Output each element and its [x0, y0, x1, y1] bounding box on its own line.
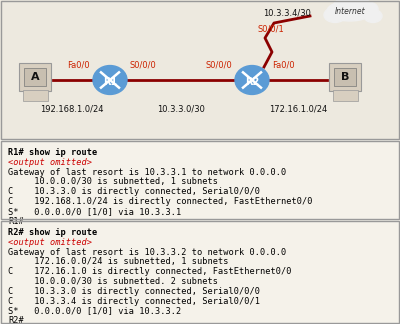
Text: 10.3.3.0/30: 10.3.3.0/30 [157, 104, 205, 113]
Text: C    10.3.3.0 is directly connected, Serial0/0/0: C 10.3.3.0 is directly connected, Serial… [8, 187, 260, 196]
Text: S0/0/0: S0/0/0 [130, 61, 157, 70]
Text: 10.3.3.4/30: 10.3.3.4/30 [263, 8, 311, 17]
Text: S0/0/1: S0/0/1 [257, 25, 284, 34]
Bar [0, 0, 400, 140]
Bar [0, 140, 400, 220]
Ellipse shape [358, 2, 378, 16]
Text: Fa0/0: Fa0/0 [272, 61, 295, 70]
FancyBboxPatch shape [334, 68, 356, 86]
Bar [0, 220, 400, 324]
Text: <output omitted>: <output omitted> [8, 238, 92, 247]
Ellipse shape [235, 65, 269, 95]
Text: 10.0.0.0/30 is subnetted, 1 subnets: 10.0.0.0/30 is subnetted, 1 subnets [8, 178, 218, 186]
Ellipse shape [347, 0, 369, 9]
FancyBboxPatch shape [22, 89, 48, 100]
Ellipse shape [324, 7, 346, 22]
Text: R2#: R2# [8, 316, 24, 324]
Ellipse shape [364, 9, 382, 22]
Text: 172.16.0.0/24 is subnetted, 1 subnets: 172.16.0.0/24 is subnetted, 1 subnets [8, 257, 228, 266]
Text: R2# show ip route: R2# show ip route [8, 228, 97, 237]
Text: S*   0.0.0.0/0 [1/0] via 10.3.3.1: S* 0.0.0.0/0 [1/0] via 10.3.3.1 [8, 207, 181, 216]
Text: 172.16.1.0/24: 172.16.1.0/24 [269, 104, 327, 113]
Text: Gateway of last resort is 10.3.3.2 to network 0.0.0.0: Gateway of last resort is 10.3.3.2 to ne… [8, 248, 286, 257]
Text: R2: R2 [245, 77, 259, 87]
Ellipse shape [327, 1, 373, 21]
Text: Internet: Internet [335, 6, 365, 16]
Text: C    172.16.1.0 is directly connected, FastEthernet0/0: C 172.16.1.0 is directly connected, Fast… [8, 267, 292, 276]
Text: B: B [341, 72, 349, 82]
Text: <output omitted>: <output omitted> [8, 158, 92, 167]
FancyBboxPatch shape [329, 63, 361, 91]
Bar [1, 1, 399, 139]
Text: S0/0/0: S0/0/0 [205, 61, 232, 70]
Text: C    10.3.3.0 is directly connected, Serial0/0/0: C 10.3.3.0 is directly connected, Serial… [8, 287, 260, 296]
FancyBboxPatch shape [332, 89, 358, 100]
Text: A: A [31, 72, 39, 82]
Text: R1: R1 [103, 77, 117, 87]
Text: C    10.3.3.4 is directly connected, Serial0/0/1: C 10.3.3.4 is directly connected, Serial… [8, 296, 260, 306]
Ellipse shape [93, 65, 127, 95]
Text: S*   0.0.0.0/0 [1/0] via 10.3.3.2: S* 0.0.0.0/0 [1/0] via 10.3.3.2 [8, 307, 181, 315]
Text: R1#: R1# [8, 217, 24, 226]
Bar [1, 221, 399, 323]
Text: Fa0/0: Fa0/0 [67, 61, 90, 70]
Bar [1, 141, 399, 219]
FancyBboxPatch shape [19, 63, 51, 91]
Text: R1# show ip route: R1# show ip route [8, 148, 97, 157]
Text: 10.0.0.0/30 is subnetted. 2 subnets: 10.0.0.0/30 is subnetted. 2 subnets [8, 277, 218, 286]
Ellipse shape [334, 0, 356, 11]
FancyBboxPatch shape [24, 68, 46, 86]
Text: Gateway of last resort is 10.3.3.1 to network 0.0.0.0: Gateway of last resort is 10.3.3.1 to ne… [8, 168, 286, 177]
Text: 192.168.1.0/24: 192.168.1.0/24 [40, 104, 104, 113]
Text: C    192.168.1.0/24 is directly connected, FastEthernet0/0: C 192.168.1.0/24 is directly connected, … [8, 197, 312, 206]
